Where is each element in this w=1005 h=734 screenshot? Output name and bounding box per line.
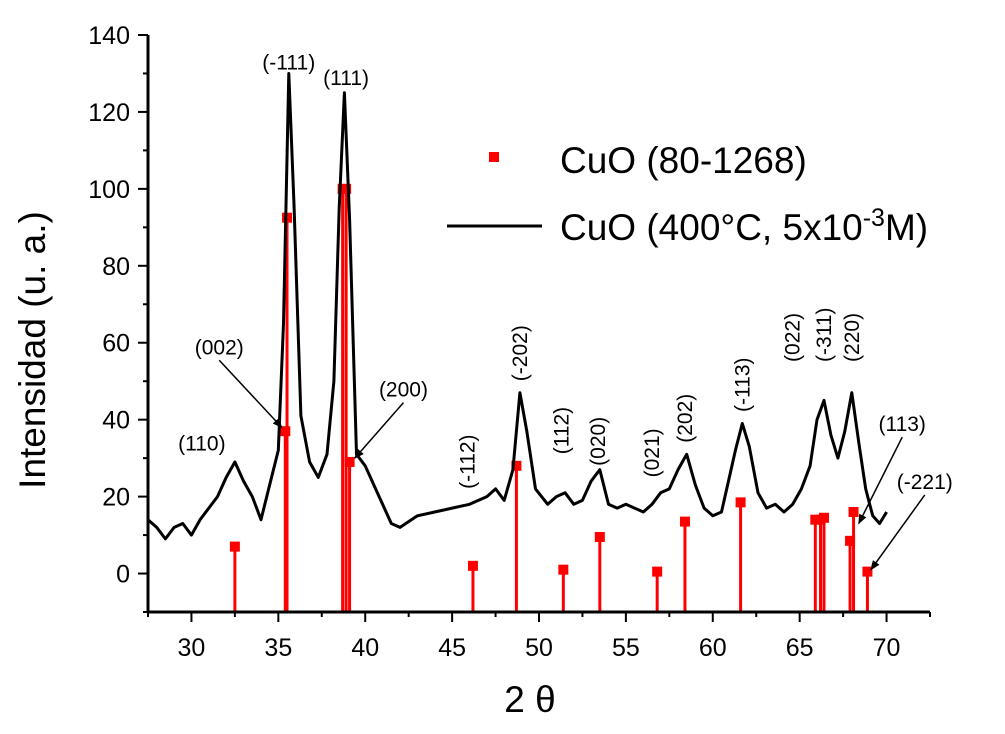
reference-marker bbox=[848, 506, 859, 517]
y-tick-label: 80 bbox=[102, 253, 130, 281]
x-tick-label: 70 bbox=[873, 634, 901, 662]
peak-label: (-111) bbox=[262, 52, 315, 75]
annotation-arrow bbox=[858, 436, 903, 525]
y-tick-label: 0 bbox=[116, 561, 130, 589]
x-tick-label: 30 bbox=[178, 634, 206, 662]
peak-label: (110) bbox=[178, 432, 225, 455]
y-tick-label: 20 bbox=[102, 484, 130, 512]
reference-marker bbox=[652, 566, 663, 577]
peak-label: (-112) bbox=[457, 434, 480, 488]
y-tick-label: 100 bbox=[88, 176, 130, 204]
peak-label: (113) bbox=[878, 413, 925, 436]
reference-marker bbox=[810, 514, 821, 525]
reference-marker bbox=[229, 541, 240, 552]
reference-marker bbox=[845, 535, 856, 546]
y-axis-title: Intensidad (u. a.) bbox=[12, 211, 53, 489]
x-tick-label: 60 bbox=[699, 634, 727, 662]
y-tick-label: 120 bbox=[88, 99, 130, 127]
x-axis-title: 2 θ bbox=[504, 679, 555, 720]
peak-label: (200) bbox=[379, 379, 428, 402]
reference-marker bbox=[818, 512, 829, 523]
peak-label: (002) bbox=[195, 336, 244, 359]
x-tick-label: 35 bbox=[264, 634, 292, 662]
reference-marker bbox=[344, 456, 355, 467]
axes: 30 35 40 45 50 55 60 65 70 0 20 40 60 80 100 120 140 bbox=[88, 22, 931, 662]
measured-line bbox=[147, 72, 888, 541]
reference-marker bbox=[862, 566, 873, 577]
peak-label: (-311) bbox=[813, 307, 836, 361]
legend-label-measured-base: CuO (400°C, 5x10 bbox=[560, 207, 863, 248]
peak-label: (202) bbox=[674, 394, 697, 443]
peak-label: (111) bbox=[323, 67, 369, 90]
reference-marker bbox=[467, 560, 478, 571]
reference-marker bbox=[558, 564, 569, 575]
y-tick-label: 140 bbox=[88, 22, 130, 50]
peak-annotations: (-111) (111) (110) (002) (200) (-112) (-202) (1… bbox=[178, 52, 953, 571]
peak-label: (-221) bbox=[897, 471, 953, 494]
peak-label: (021) bbox=[641, 428, 664, 477]
legend: CuO (80-1268) CuO (400°C, 5x10-3M) bbox=[447, 140, 928, 248]
annotation-arrow bbox=[870, 494, 926, 571]
peak-label: (112) bbox=[551, 407, 574, 454]
legend-label-measured: CuO (400°C, 5x10-3M) bbox=[560, 204, 928, 248]
peak-label: (020) bbox=[587, 417, 610, 466]
measured-line-series bbox=[147, 72, 888, 541]
peak-label: (022) bbox=[782, 313, 805, 362]
reference-marker bbox=[511, 460, 522, 471]
x-tick-label: 50 bbox=[525, 634, 553, 662]
peak-label: (220) bbox=[841, 313, 864, 362]
annotation-arrow bbox=[354, 402, 405, 459]
peak-label: (-113) bbox=[731, 358, 754, 412]
peak-label: (-202) bbox=[509, 325, 532, 381]
reference-marker bbox=[341, 183, 352, 194]
x-tick-label: 65 bbox=[786, 634, 814, 662]
x-tick-label: 40 bbox=[351, 634, 379, 662]
x-tick-label: 55 bbox=[612, 634, 640, 662]
y-tick-label: 60 bbox=[102, 330, 130, 358]
legend-marker-reference bbox=[489, 152, 499, 162]
reference-marker bbox=[280, 426, 291, 437]
legend-label-measured-sup: -3 bbox=[863, 204, 885, 232]
legend-label-reference: CuO (80-1268) bbox=[560, 140, 807, 181]
reference-marker bbox=[594, 531, 605, 542]
reference-marker bbox=[735, 497, 746, 508]
legend-label-measured-end: M) bbox=[885, 207, 928, 248]
reference-marker bbox=[679, 516, 690, 527]
annotation-arrow bbox=[218, 359, 283, 429]
x-tick-label: 45 bbox=[438, 634, 466, 662]
y-tick-label: 40 bbox=[102, 407, 130, 435]
reference-stick-series bbox=[229, 183, 873, 612]
